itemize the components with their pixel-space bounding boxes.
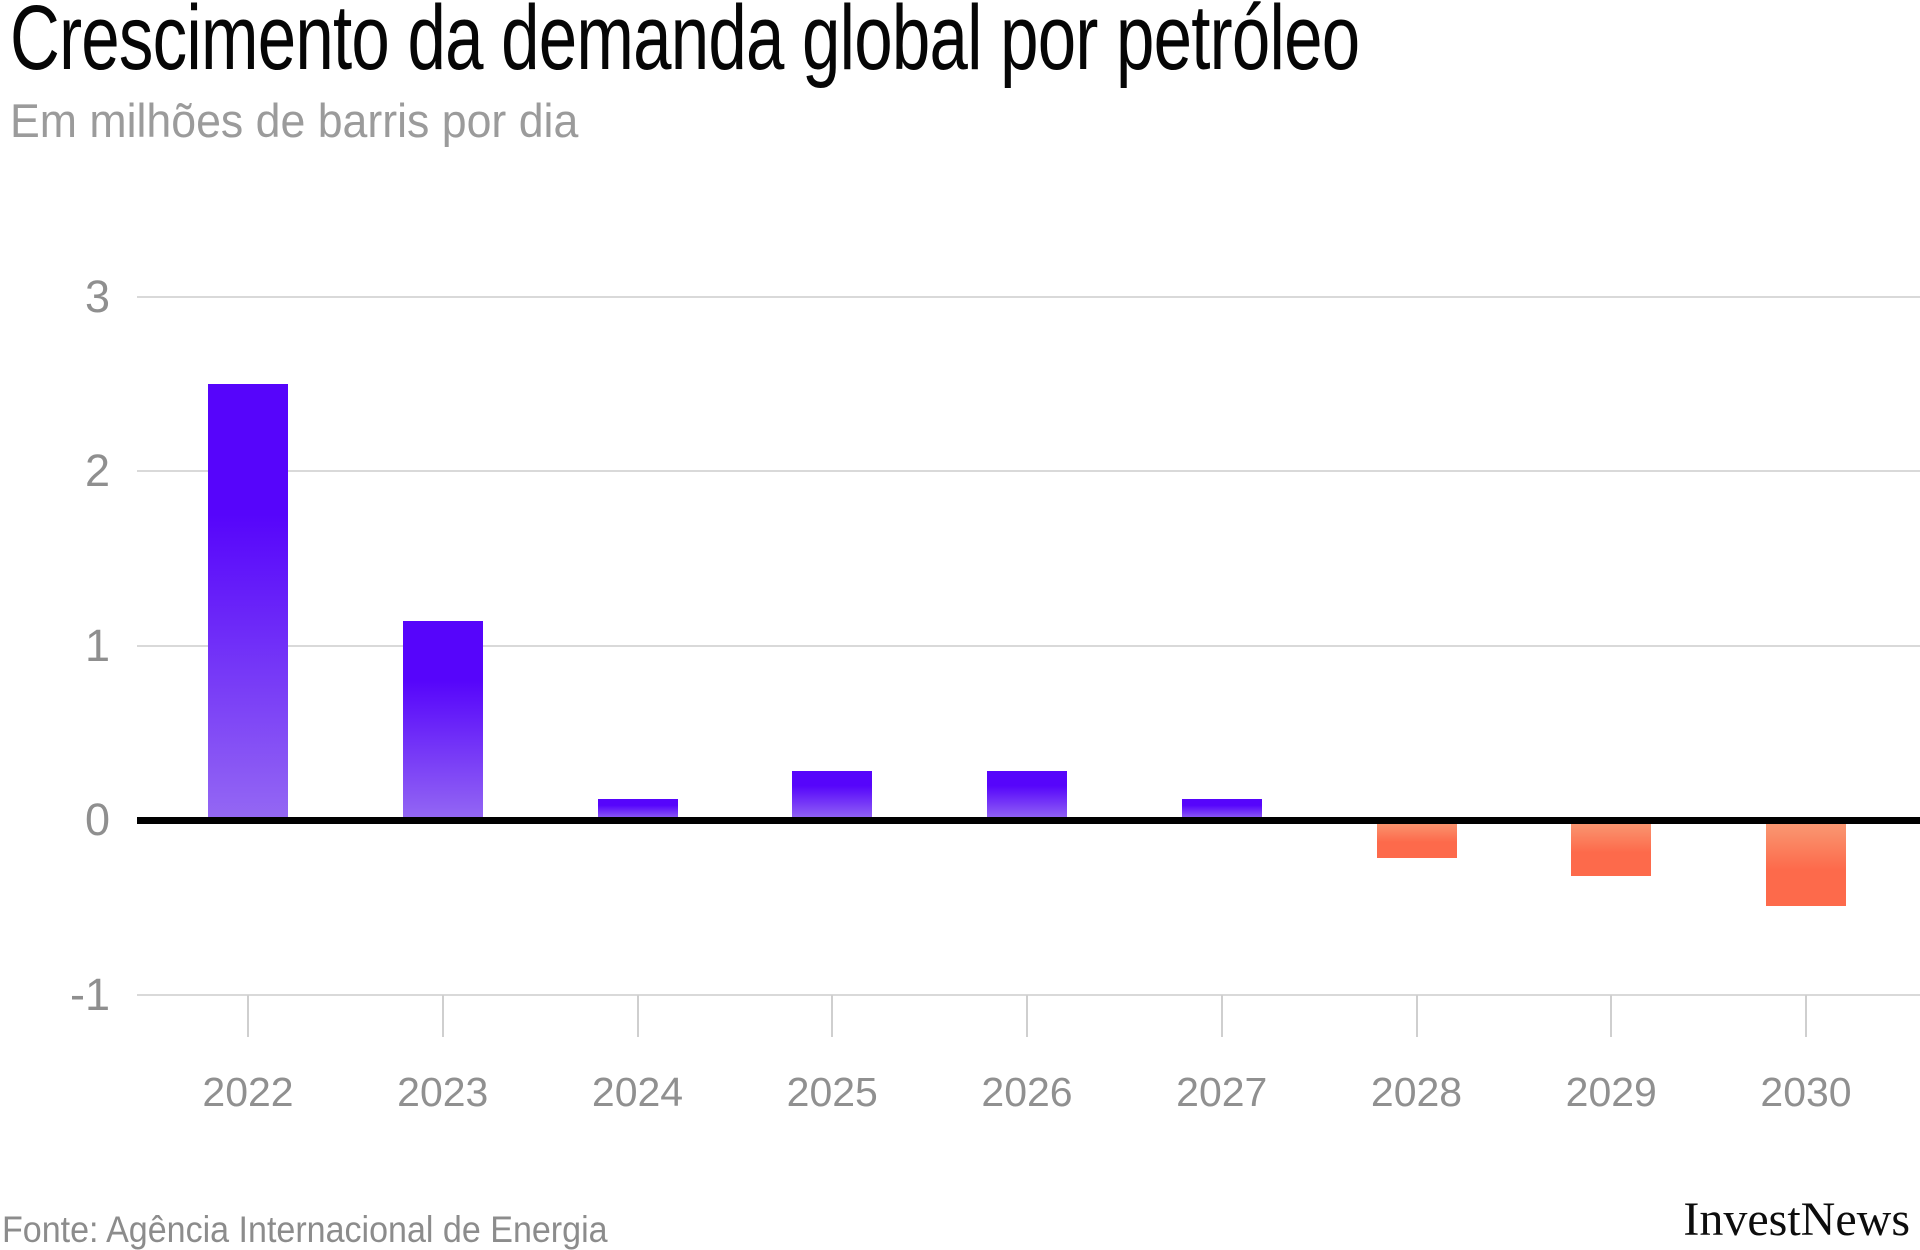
x-axis-label: 2026	[981, 1069, 1073, 1115]
x-axis-label: 2027	[1176, 1069, 1268, 1115]
gridline	[137, 993, 1920, 996]
x-axis-tick	[1026, 994, 1028, 1037]
x-axis-tick	[636, 994, 639, 1037]
x-axis-label: 2028	[1370, 1069, 1463, 1115]
x-axis-label: 2022	[202, 1069, 294, 1115]
bar-2024	[597, 799, 678, 820]
gridline	[137, 295, 1920, 298]
gridline	[137, 644, 1920, 647]
x-axis-tick	[1220, 994, 1223, 1037]
source-note: Fonte: Agência Internacional de Energia	[2, 1209, 608, 1250]
bar-2023	[402, 621, 483, 820]
y-axis-label: 2	[84, 445, 110, 496]
x-axis-tick	[1415, 994, 1418, 1037]
y-axis-label: 1	[84, 619, 110, 671]
chart-subtitle: Em milhões de barris por dia	[10, 94, 579, 147]
gridline	[137, 470, 1920, 472]
zero-axis-line	[137, 816, 1920, 824]
investnews-logo: InvestNews	[1683, 1193, 1910, 1246]
bar-2022	[208, 383, 288, 820]
bar-2028	[1376, 820, 1457, 859]
bar-2026	[987, 771, 1067, 820]
y-axis-label: -1	[69, 968, 110, 1020]
bar-2025	[792, 771, 873, 820]
page-title: Crescimento da demanda global por petról…	[10, 0, 1360, 89]
x-axis-label: 2029	[1565, 1069, 1657, 1115]
x-axis-label: 2025	[786, 1069, 878, 1115]
y-axis-label: 3	[84, 270, 110, 322]
y-axis-label: 0	[84, 794, 110, 845]
bar-2027	[1181, 799, 1262, 820]
x-axis-label: 2023	[397, 1069, 489, 1115]
x-axis-label: 2030	[1760, 1069, 1852, 1115]
bar-2029	[1571, 820, 1652, 876]
x-axis-tick	[247, 994, 249, 1037]
x-axis-tick	[441, 994, 444, 1037]
bar-2030	[1766, 820, 1846, 906]
x-axis-tick	[831, 994, 834, 1037]
x-axis-tick	[1610, 994, 1613, 1037]
x-axis-label: 2024	[591, 1069, 684, 1115]
x-axis-tick	[1805, 994, 1807, 1037]
